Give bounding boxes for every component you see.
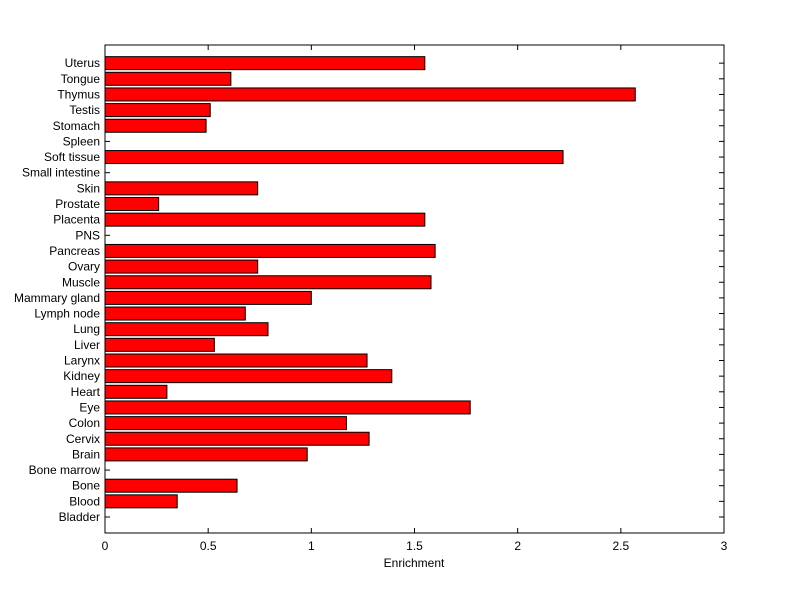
category-label: Blood xyxy=(69,494,100,508)
bar-thymus xyxy=(104,87,636,102)
bar-placenta xyxy=(104,212,426,227)
x-tick-label: 2.5 xyxy=(612,539,629,553)
category-label: Larynx xyxy=(64,354,100,368)
category-label: Lung xyxy=(73,322,100,336)
category-label: Small intestine xyxy=(22,166,100,180)
category-label: Bone xyxy=(72,479,100,493)
bar-uterus xyxy=(104,56,426,71)
bar-skin xyxy=(104,181,259,196)
bar-bone xyxy=(104,478,238,493)
x-tick-label: 3 xyxy=(721,539,728,553)
bar-mammary-gland xyxy=(104,290,312,305)
category-label: Ovary xyxy=(68,260,100,274)
bar-muscle xyxy=(104,275,432,290)
x-tick-label: 1 xyxy=(308,539,315,553)
bar-soft-tissue xyxy=(104,150,564,165)
category-label: Stomach xyxy=(53,119,100,133)
bar-liver xyxy=(104,337,215,352)
category-label: Placenta xyxy=(53,213,100,227)
bar-cervix xyxy=(104,431,370,446)
category-label: Eye xyxy=(79,400,100,414)
x-tick-label: 1.5 xyxy=(406,539,423,553)
category-label: Muscle xyxy=(62,275,100,289)
category-label: Mammary gland xyxy=(14,291,100,305)
bar-eye xyxy=(104,400,471,415)
bars xyxy=(104,56,636,509)
category-label: Skin xyxy=(77,181,100,195)
category-label: Bone marrow xyxy=(29,463,101,477)
category-label: Kidney xyxy=(63,369,100,383)
x-tick-label: 0 xyxy=(102,539,109,553)
x-tick-label: 0.5 xyxy=(200,539,217,553)
x-tick-labels: 0 0.5 1 1.5 2 2.5 3 xyxy=(102,539,728,553)
bar-ovary xyxy=(104,259,259,274)
bar-blood xyxy=(104,494,178,509)
bar-larynx xyxy=(104,353,368,368)
category-label: Thymus xyxy=(57,87,100,101)
category-label: Soft tissue xyxy=(44,150,100,164)
bar-colon xyxy=(104,416,347,431)
bar-testis xyxy=(104,103,211,118)
bar-heart xyxy=(104,384,168,399)
category-label: PNS xyxy=(75,228,100,242)
category-label: Prostate xyxy=(55,197,100,211)
bar-prostate xyxy=(104,197,160,211)
x-axis-title: Enrichment xyxy=(384,556,445,570)
bar-tongue xyxy=(104,71,232,86)
bar-lymph-node xyxy=(104,306,246,321)
x-tick-label: 2 xyxy=(514,539,521,553)
category-label: Uterus xyxy=(65,56,100,70)
category-label: Colon xyxy=(69,416,100,430)
bar-pancreas xyxy=(104,243,436,258)
category-label: Pancreas xyxy=(49,244,100,258)
category-label: Testis xyxy=(69,103,100,117)
category-label: Spleen xyxy=(63,134,100,148)
category-label: Cervix xyxy=(66,432,100,446)
bar-brain xyxy=(104,447,308,462)
bar-kidney xyxy=(104,369,393,384)
category-label: Bladder xyxy=(59,510,100,524)
category-label: Heart xyxy=(71,385,101,399)
category-label: Tongue xyxy=(61,72,101,86)
category-label: Liver xyxy=(74,338,100,352)
bar-lung xyxy=(104,322,269,337)
plot-frame xyxy=(104,44,725,534)
category-label: Lymph node xyxy=(34,307,100,321)
bar-stomach xyxy=(104,118,207,133)
category-label: Brain xyxy=(72,447,100,461)
